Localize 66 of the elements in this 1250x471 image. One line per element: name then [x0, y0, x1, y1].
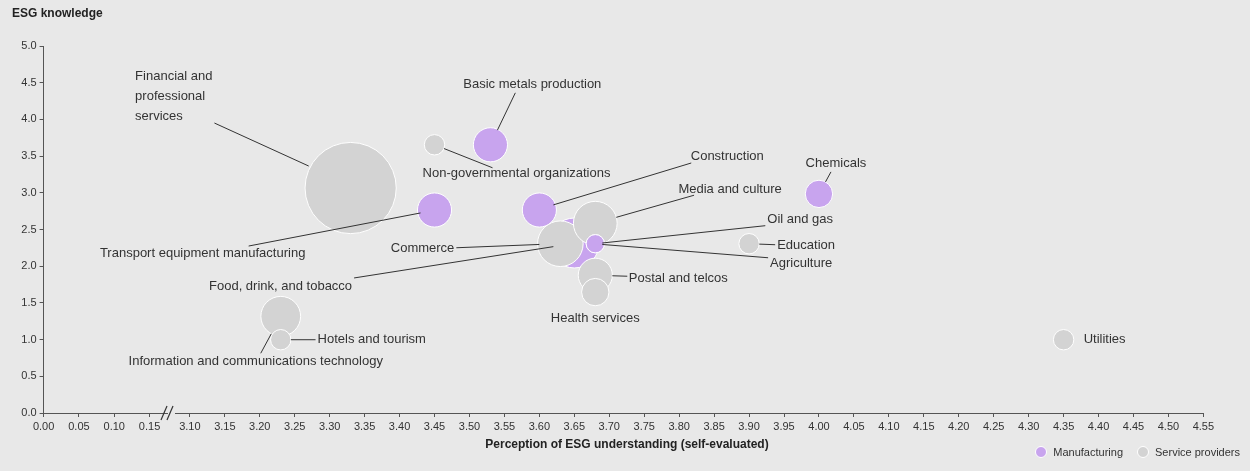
- annotation: Basic metals production: [463, 76, 602, 92]
- x-tick-label: 0.05: [68, 419, 90, 432]
- y-tick-label: 0.0: [21, 406, 37, 419]
- x-tick-label: 3.50: [458, 419, 481, 432]
- x-tick-label: 4.35: [1052, 419, 1075, 432]
- y-tick-label: 2.5: [21, 222, 37, 235]
- x-tick-label: 3.60: [528, 419, 551, 432]
- x-tick-label: 3.80: [668, 419, 690, 432]
- x-tick-label: 4.10: [878, 419, 900, 432]
- x-tick-label: 3.25: [284, 419, 306, 432]
- x-tick-label: 3.85: [703, 419, 725, 432]
- annotation: Media and culture: [678, 180, 782, 196]
- x-tick-label: 3.75: [633, 419, 655, 432]
- y-tick-label: 4.0: [21, 112, 37, 125]
- x-tick-label: 3.15: [214, 419, 236, 432]
- x-tick-label: 4.15: [913, 419, 935, 432]
- y-tick-label: 3.5: [21, 149, 37, 162]
- y-tick-label: 1.5: [21, 295, 37, 308]
- y-tick-label: 1.0: [21, 332, 37, 345]
- x-tick-label: 4.45: [1122, 419, 1145, 432]
- x-tick-label: 4.30: [1017, 419, 1040, 432]
- x-tick-label: 3.65: [563, 419, 586, 432]
- x-tick-label: 0.15: [138, 419, 161, 432]
- annotation: Health services: [550, 309, 641, 325]
- x-tick-label: 3.70: [598, 419, 620, 432]
- annotation: Chemicals: [805, 155, 867, 171]
- annotation: Hotels and tourism: [317, 331, 426, 347]
- annotation: Food, drink, and tobacco: [209, 277, 353, 293]
- x-tick-label: 3.30: [318, 419, 341, 432]
- annotation: Information and communications technology: [128, 352, 384, 368]
- x-tick-label: 3.55: [493, 419, 516, 432]
- x-tick-label: 3.90: [738, 419, 760, 432]
- x-tick-label: 4.55: [1192, 419, 1215, 432]
- annotation: Financial and professional services: [135, 67, 213, 123]
- x-tick-label: 3.20: [249, 419, 271, 432]
- x-tick-label: 4.25: [983, 419, 1005, 432]
- x-tick-label: 3.40: [388, 419, 411, 432]
- x-tick-label: 4.05: [843, 419, 865, 432]
- x-tick-label: 3.10: [179, 419, 201, 432]
- y-axis-title: ESG knowledge: [12, 6, 104, 21]
- legend-label: Manufacturing: [1053, 446, 1124, 458]
- annotation: Non-governmental organizations: [422, 165, 611, 181]
- annotation: Postal and telcos: [628, 269, 729, 285]
- x-axis-title: Perception of ESG understanding (self-evaluated): [485, 437, 769, 452]
- x-tick-label: 4.00: [808, 419, 830, 432]
- x-tick-label: 0.10: [103, 419, 125, 432]
- x-tick-label: 3.95: [773, 419, 795, 432]
- annotation: Agriculture: [770, 255, 833, 271]
- annotation: Education: [777, 237, 835, 253]
- annotation: Transport equipment manufacturing: [99, 244, 306, 260]
- x-tick-label: 3.35: [353, 419, 376, 432]
- annotation: Oil and gas: [767, 211, 834, 227]
- x-tick-label: 4.20: [948, 419, 970, 432]
- x-tick-label: 4.40: [1087, 419, 1110, 432]
- y-tick-label: 5.0: [21, 39, 37, 52]
- annotation: Construction: [690, 147, 764, 163]
- x-tick-label: 3.45: [423, 419, 446, 432]
- y-tick-label: 4.5: [21, 75, 37, 88]
- legend-label: Service providers: [1155, 446, 1240, 458]
- x-tick-label: 4.50: [1157, 419, 1180, 432]
- x-tick-label: 0.00: [32, 419, 55, 432]
- y-tick-label: 0.5: [21, 369, 37, 382]
- y-tick-label: 2.0: [21, 259, 37, 272]
- annotation: Utilities: [1083, 331, 1127, 347]
- y-tick-label: 3.0: [21, 185, 37, 198]
- annotation: Commerce: [390, 240, 455, 256]
